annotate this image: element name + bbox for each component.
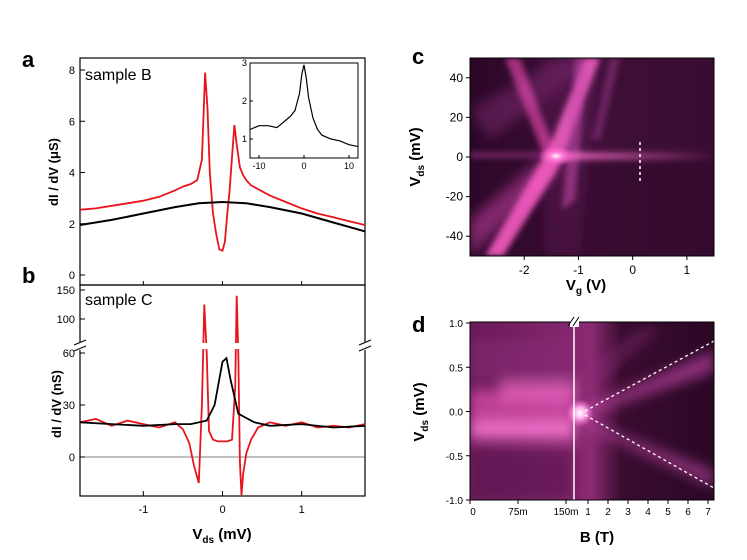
- panel-c: c -2 -1 0 1 40 20 0 -20 -40 Vds (mV): [407, 44, 715, 297]
- panel-d-bright-spot: [566, 399, 594, 427]
- panel-a-y-tick-label: 0: [69, 270, 75, 282]
- panel-d-x-tick-label: 7: [705, 507, 711, 518]
- panel-d-ticks: 1.0 0.5 0.0 -0.5 -1.0 0 75m 150m 1 2 3 4 5 6 7: [446, 319, 711, 518]
- panel-d-y-tick-label: 1.0: [449, 319, 463, 330]
- panel-d-y-axis-label: Vds (mV): [411, 382, 431, 441]
- panel-d-dashed-lower: [584, 414, 714, 489]
- inset-y-tick-label: 1: [242, 134, 247, 144]
- panel-a-black-series: [80, 200, 365, 233]
- panel-d-dashed-upper: [584, 340, 714, 412]
- panel-d-y-tick-label: 0.0: [449, 408, 463, 419]
- panel-b-x-tick-label: 0: [219, 504, 225, 516]
- panel-letter-d: d: [412, 312, 425, 337]
- panel-b-y-tick-label: 60: [63, 348, 75, 360]
- panel-c-x-axis-label: Vg (V): [566, 277, 606, 297]
- panel-b-x-tick-label: -1: [138, 504, 148, 516]
- panel-b-y-tick-label: 30: [63, 400, 75, 412]
- panel-d-axis-break: [567, 316, 580, 327]
- panel-d-x-tick-label: 5: [665, 507, 671, 518]
- panel-b-x-tick-label: 1: [299, 504, 305, 516]
- panel-letter-c: c: [412, 44, 424, 69]
- panel-b-axis-break: [73, 339, 372, 352]
- panel-d-x-tick-label: 0: [470, 507, 476, 518]
- panel-d-y-tick-label: -1.0: [446, 496, 464, 507]
- panel-c-y-tick-label: 0: [456, 150, 463, 164]
- panel-d-y-tick-label: -0.5: [446, 452, 464, 463]
- inset-y-tick-label: 3: [242, 58, 247, 68]
- panel-d-heatmap: [470, 322, 714, 500]
- panel-d-x-tick-label: 150m: [553, 507, 578, 518]
- panel-c-bright-spot: [538, 146, 574, 166]
- panel-b-sample-label: sample C: [85, 292, 153, 309]
- inset-frame: [249, 62, 359, 159]
- panel-a: a sample B 0 2 4 6 8 -10 0 10 1 2 3 dI / dV (μS): [22, 47, 366, 286]
- panel-a-y-tick-label: 6: [69, 116, 75, 128]
- panel-b: b sample C 0 30 60 100 150 -1 0 1 dI / dV (nS)…: [22, 263, 372, 546]
- panel-d-y-tick-label: 0.5: [449, 363, 463, 374]
- panel-a-y-ticks: 0 2 4 6 8: [69, 65, 85, 282]
- panel-b-y-tick-label: 0: [69, 452, 75, 464]
- panel-a-y-tick-label: 8: [69, 65, 75, 77]
- panel-c-x-tick-label: 0: [629, 263, 636, 277]
- panel-b-x-axis-label: Vds (mV): [192, 526, 251, 546]
- inset-x-tick-label: 10: [344, 161, 354, 171]
- panel-c-x-tick-label: -1: [573, 263, 584, 277]
- inset-ticks: -10 0 10 1 2 3: [242, 58, 354, 171]
- panel-a-inset: -10 0 10 1 2 3: [242, 58, 359, 171]
- panel-d-x-tick-label: 4: [645, 507, 651, 518]
- panel-d: d 1.0 0.5 0.0 -0.5 -1.0 0 75m 150m 1 2: [411, 312, 715, 546]
- panel-letter-b: b: [22, 263, 35, 288]
- panel-b-x-ticks: -1 0 1: [138, 491, 305, 516]
- panel-d-x-axis-label: B (T): [580, 529, 614, 546]
- panel-b-y-axis-label: dI / dV (nS): [49, 370, 64, 438]
- inset-series: [249, 64, 359, 148]
- panel-b-frame: [79, 284, 366, 497]
- panel-d-x-tick-label: 2: [605, 507, 611, 518]
- panel-c-y-tick-label: -40: [446, 229, 464, 243]
- panel-a-y-axis-label: dI / dV (μS): [46, 138, 61, 206]
- panel-b-y-ticks: 0 30 60 100 150: [57, 285, 85, 464]
- panel-c-y-tick-label: -20: [446, 190, 464, 204]
- panel-c-ticks: -2 -1 0 1 40 20 0 -20 -40: [446, 71, 691, 277]
- inset-x-tick-label: -10: [252, 161, 265, 171]
- panel-a-y-tick-label: 2: [69, 219, 75, 231]
- panel-c-heatmap: [470, 58, 714, 256]
- panel-c-x-tick-label: 1: [684, 263, 691, 277]
- panel-b-red-series: [80, 295, 365, 496]
- panel-d-x-tick-label: 1: [585, 507, 591, 518]
- panel-letter-a: a: [22, 47, 35, 72]
- panel-a-sample-label: sample B: [85, 67, 152, 84]
- panel-b-y-tick-label: 150: [57, 285, 75, 297]
- panel-d-x-tick-label: 3: [625, 507, 631, 518]
- panel-c-y-axis-label: Vds (mV): [407, 127, 427, 186]
- panel-c-x-tick-label: -2: [519, 263, 530, 277]
- panel-a-red-series: [80, 72, 365, 252]
- panel-c-y-tick-label: 40: [450, 71, 464, 85]
- inset-x-tick-label: 0: [301, 161, 306, 171]
- panel-d-x-tick-label: 75m: [508, 507, 527, 518]
- panel-a-x-ticks: [142, 281, 303, 285]
- panel-a-y-tick-label: 4: [69, 168, 75, 180]
- panel-c-y-tick-label: 20: [450, 110, 464, 124]
- inset-y-tick-label: 2: [242, 96, 247, 106]
- panel-b-black-series: [80, 356, 365, 429]
- panel-b-y-tick-label: 100: [57, 314, 75, 326]
- panel-d-x-tick-label: 6: [685, 507, 691, 518]
